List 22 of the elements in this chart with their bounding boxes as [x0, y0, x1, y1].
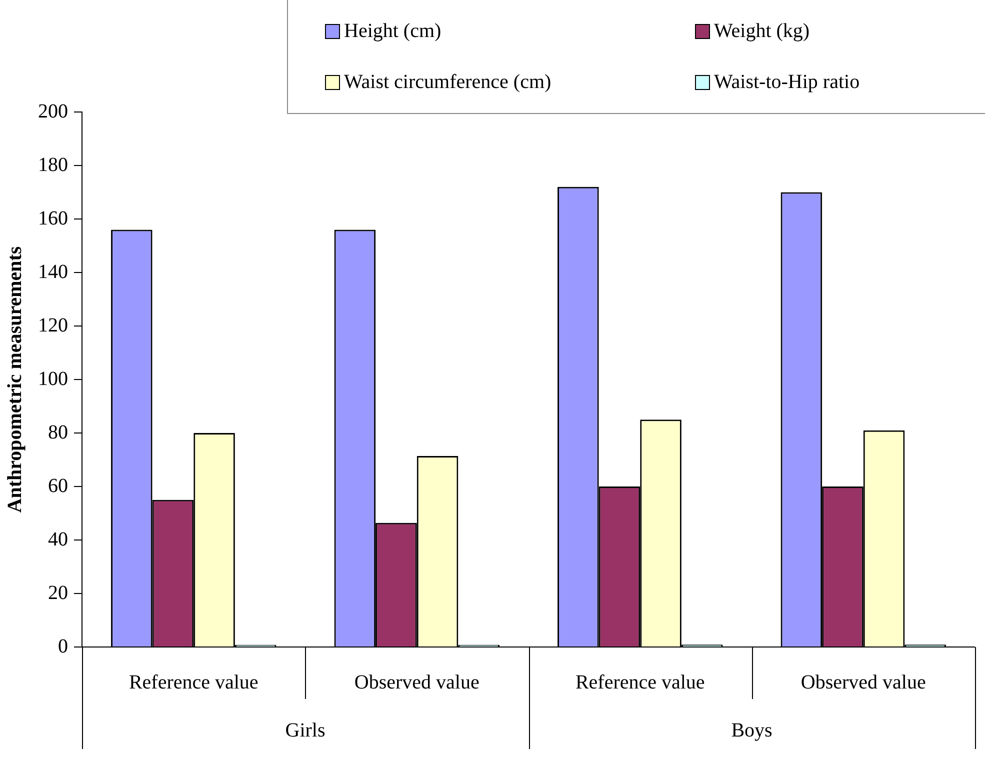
y-tick-label: 0 — [58, 635, 68, 658]
y-tick-label: 200 — [38, 100, 68, 122]
y-axis-title: Anthropometric measurements — [4, 246, 26, 513]
legend-label: Weight (kg) — [714, 20, 810, 43]
y-tick-label: 100 — [38, 368, 68, 390]
text: Boys — [731, 719, 773, 742]
y-tick-label: 140 — [38, 260, 68, 283]
text: Girls — [285, 719, 326, 742]
y-tick-label: 180 — [38, 154, 68, 176]
y-tick-label: 160 — [38, 207, 68, 230]
x-tick-label: Observed value — [354, 671, 480, 694]
x-tick-label: Reference value — [575, 671, 705, 694]
y-tick-label: 40 — [48, 528, 68, 550]
y-tick-label: 60 — [48, 474, 68, 497]
y-tick-label: 120 — [38, 314, 68, 336]
y-tick-label: 80 — [48, 421, 68, 444]
x-tick-label: Observed value — [800, 671, 926, 694]
legend-label: Waist-to-Hip ratio — [714, 71, 860, 94]
y-tick-label: 20 — [48, 582, 68, 604]
legend-label: Height (cm) — [344, 20, 442, 43]
x-tick-label: Reference value — [128, 671, 258, 694]
legend-label: Waist circumference (cm) — [344, 71, 552, 94]
